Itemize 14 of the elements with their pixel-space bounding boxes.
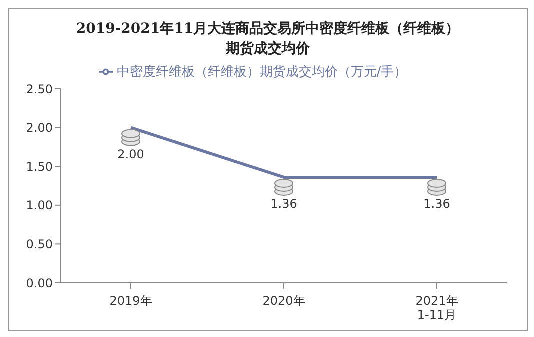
x-tick-label: 2019年	[110, 294, 152, 308]
data-label: 1.36	[270, 196, 298, 211]
y-tick-label: 0.00	[26, 276, 53, 290]
x-tick-label: 2021年1-11月	[416, 294, 458, 322]
legend-label: 中密度纤维板（纤维板）期货成交均价（万元/手）	[116, 65, 408, 80]
data-label: 2.00	[118, 147, 144, 162]
chart-title: 2019-2021年11月大连商品交易所中密度纤维板（纤维板）期货成交均价	[75, 20, 461, 59]
y-tick-label: 1.00	[26, 198, 53, 213]
y-tick-label: 2.00	[26, 121, 53, 136]
data-label: 1.36	[424, 196, 450, 211]
y-tick-label: 2.50	[26, 82, 53, 96]
x-tick-label: 2020年	[262, 294, 306, 308]
y-tick-label: 1.50	[26, 160, 53, 174]
y-tick-label: 0.50	[26, 237, 53, 252]
